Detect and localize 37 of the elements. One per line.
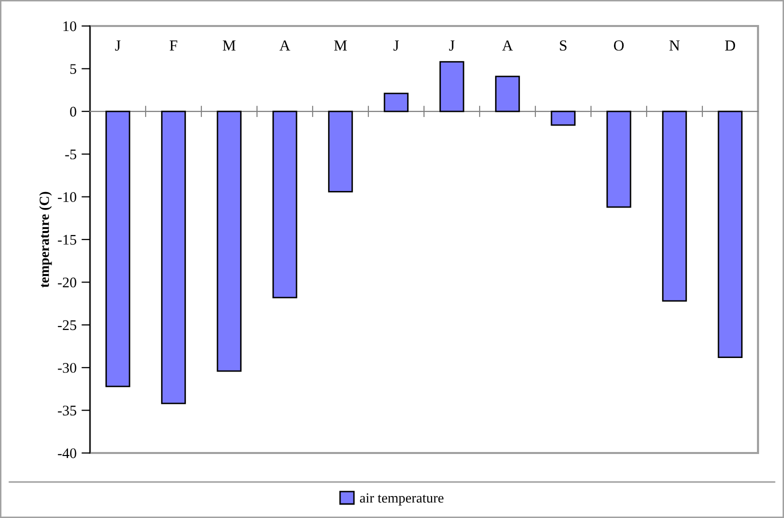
y-tick-label: -40 [58,448,76,458]
x-tick-label: M [334,40,347,51]
x-tick-label: J [394,40,399,51]
x-tick-label: A [502,40,513,51]
y-tick-label: -35 [58,406,76,416]
bar [272,110,298,298]
x-tick-label: J [115,40,120,51]
bar [606,110,632,208]
x-tick-label: S [560,40,566,51]
y-tick-label: -25 [58,320,76,330]
bar [328,110,353,192]
legend-label: air temperature [360,493,444,506]
x-tick-label: J [449,40,454,51]
y-tick-label: -30 [58,362,76,373]
bar [662,110,687,302]
bar [216,110,242,372]
y-tick-label: -15 [58,234,76,245]
bar [161,110,186,404]
bar [718,110,743,358]
x-tick-label: F [170,40,178,51]
bar [439,61,464,112]
x-tick-label: D [725,40,736,51]
bar [105,110,130,388]
bar [495,76,520,112]
y-tick-label: -5 [65,150,76,160]
x-tick-label: N [669,40,680,51]
y-tick-label: 10 [64,21,76,32]
y-axis-title: temperature (C) [39,192,52,288]
x-tick-label: A [279,40,290,51]
bar [384,92,409,112]
y-tick-label: -10 [58,192,76,202]
x-tick-label: M [222,40,236,51]
y-tick-label: 5 [70,64,76,74]
bar [550,110,576,126]
x-tick-label: O [614,40,624,51]
y-tick-label: -20 [58,278,76,288]
y-tick-label: 0 [70,106,76,117]
